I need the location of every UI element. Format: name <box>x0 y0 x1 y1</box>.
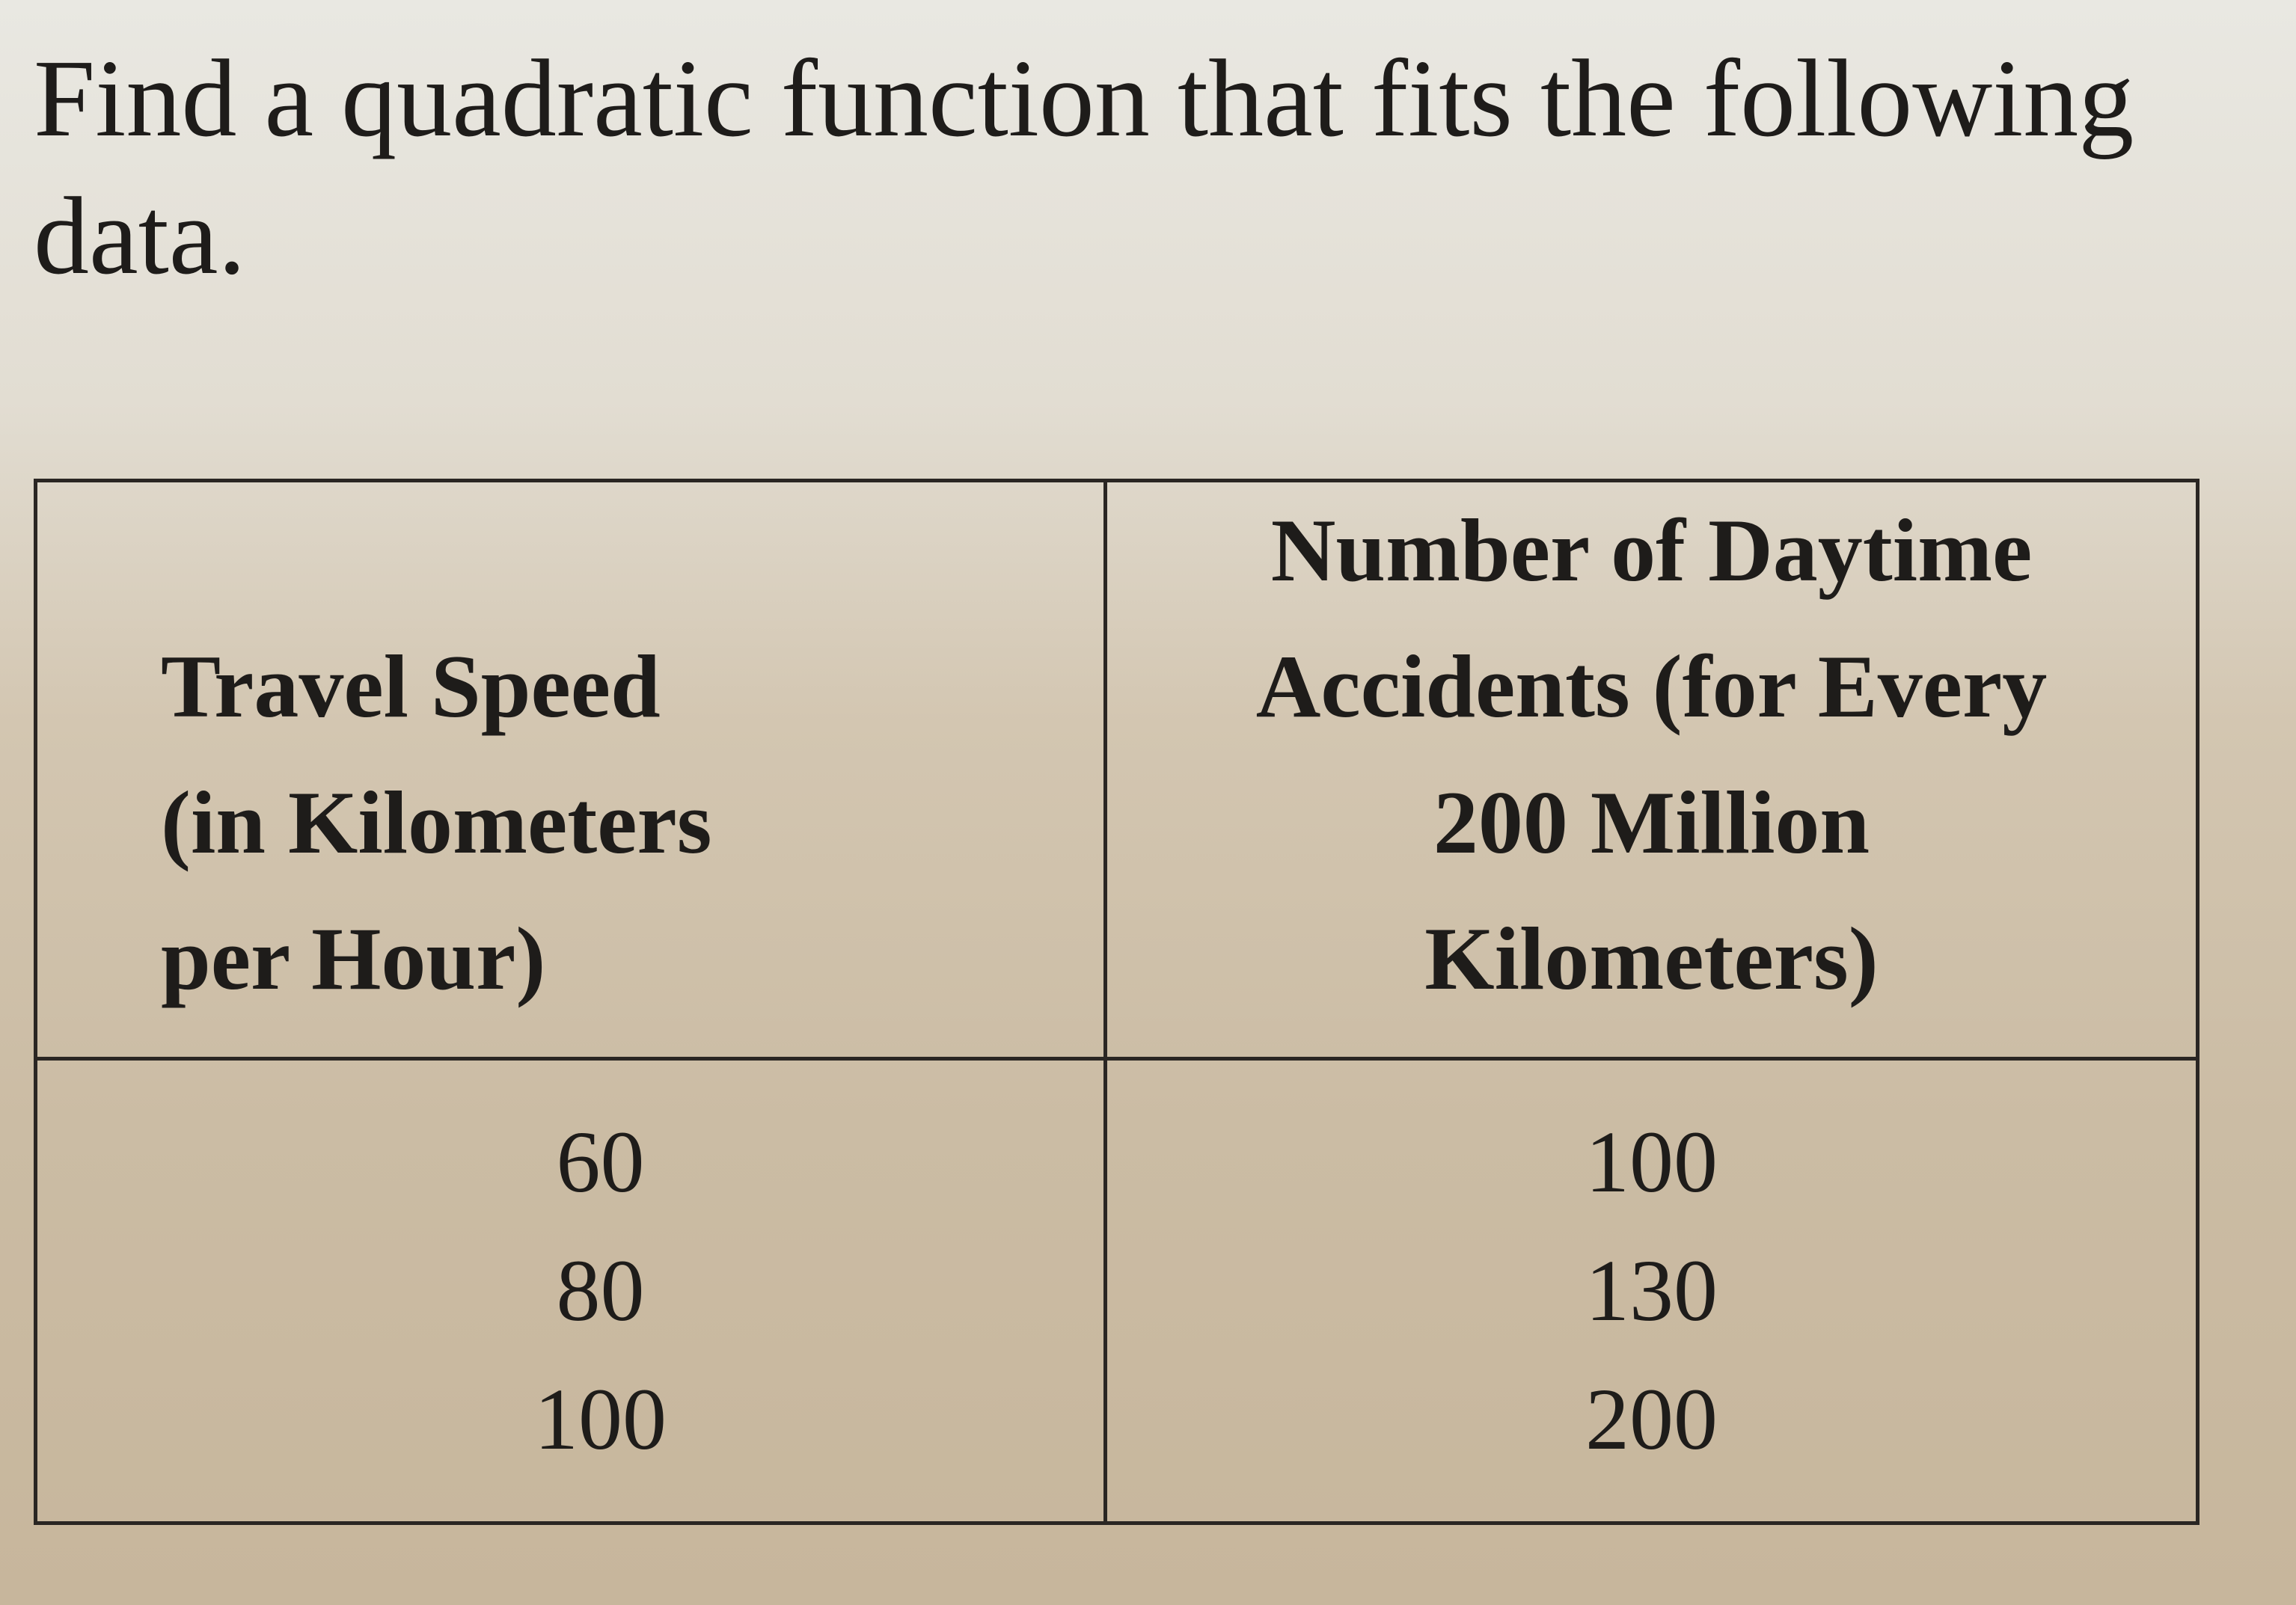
table-row: 80 130 <box>34 1227 2199 1355</box>
header-line: (in Kilometers <box>161 773 712 872</box>
data-table: Travel Speed (in Kilometers per Hour) Numbe… <box>34 479 2199 1525</box>
header-line: Travel Speed <box>161 636 661 736</box>
table-body: 60 100 80 130 100 200 <box>34 1058 2199 1523</box>
table-cell: 100 <box>1103 1058 2199 1227</box>
header-cell: Number of Daytime Accidents (for Every 200… <box>1103 479 2199 1061</box>
header-line: Kilometers) <box>1424 909 1879 1008</box>
table-cell: 200 <box>1103 1355 2199 1523</box>
header-line: 200 Million <box>1433 773 1870 872</box>
header-cell: Travel Speed (in Kilometers per Hour) <box>34 479 1107 1061</box>
table-cell: 130 <box>1103 1227 2199 1355</box>
table-row: 60 100 <box>34 1058 2199 1227</box>
header-line: per Hour) <box>161 909 546 1008</box>
table-cell: 80 <box>34 1227 1107 1355</box>
table-cell: 100 <box>34 1355 1107 1523</box>
header-row: Travel Speed (in Kilometers per Hour) Numbe… <box>34 479 2199 1061</box>
table-row: 100 200 <box>34 1355 2199 1523</box>
question-text: Find a quadratic function that fits the … <box>34 37 2134 298</box>
table-cell: 60 <box>34 1058 1107 1227</box>
header-line: Accidents (for Every <box>1255 636 2048 736</box>
header-line: Number of Daytime <box>1270 500 2033 600</box>
